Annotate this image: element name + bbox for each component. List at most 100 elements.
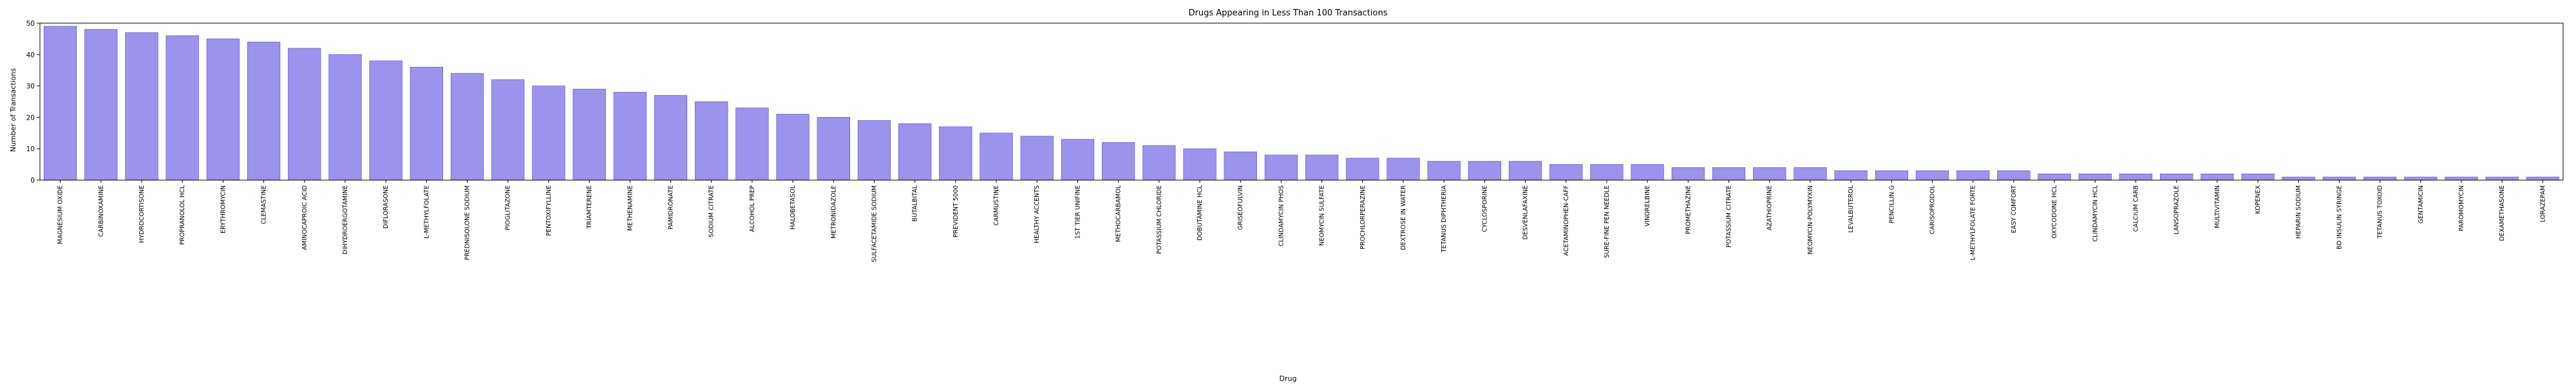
x-tick-label: ACETAMINOPHEN-CAFF xyxy=(1563,185,1570,256)
x-tick-label: ERYTHROMYCIN xyxy=(220,185,227,234)
chart-title: Drugs Appearing in Less Than 100 Transac… xyxy=(1189,8,1388,18)
x-tick-label: DIFLORASONE xyxy=(383,185,390,228)
bar xyxy=(654,95,688,181)
x-tick-label: POTASSIUM CHLORIDE xyxy=(1156,185,1163,254)
x-tick-label: ALCOHOL PREP xyxy=(749,185,756,232)
x-tick-label: HYDROCORTISONE xyxy=(138,185,146,243)
x-axis-label: Drug xyxy=(1280,374,1297,383)
x-tick-label: MAGNESIUM OXIDE xyxy=(57,185,64,244)
x-tick-label: L-METHYLFOLATE xyxy=(423,185,430,239)
x-tick-label: CARISOPRODOL xyxy=(1929,185,1937,234)
x-ticks-group: MAGNESIUM OXIDE CARBINOXAMINE HYDROCORTISO… xyxy=(57,180,2546,262)
x-tick-label: 1ST TIER UNIFINE xyxy=(1074,185,1081,239)
x-tick-label: POTASSIUM CITRATE xyxy=(1726,185,1733,248)
bar xyxy=(1020,136,1054,181)
bar xyxy=(1061,139,1095,181)
bar xyxy=(1101,142,1135,181)
x-tick-label: CLINDAMYCIN PHOS xyxy=(1278,185,1285,246)
x-tick-label: NEOMYCIN SULFATE xyxy=(1319,185,1326,246)
x-tick-label: DEXAMETHASONE xyxy=(2499,185,2506,241)
x-tick-label: CLINDAMYCIN HCL xyxy=(2092,185,2099,241)
x-tick-label: SULFACETAMIDE SODIUM xyxy=(871,185,878,262)
x-tick-label: VINORELBINE xyxy=(1644,185,1651,226)
bar xyxy=(1346,158,1379,181)
bar xyxy=(2159,173,2193,181)
bar xyxy=(84,29,118,181)
bar xyxy=(410,66,444,181)
bar xyxy=(450,73,484,181)
x-tick-label: HEPARIN SODIUM xyxy=(2295,185,2302,239)
bar xyxy=(1590,164,1624,181)
bar xyxy=(1834,170,1868,181)
bar xyxy=(491,79,525,181)
x-tick-label: CARBINOXAMINE xyxy=(98,185,105,237)
bar xyxy=(1427,161,1461,181)
bar xyxy=(2526,176,2560,181)
bar xyxy=(1671,167,1705,181)
y-tick-label: 30 xyxy=(26,83,35,91)
bar xyxy=(1753,167,1786,181)
bar xyxy=(1142,145,1176,181)
bar xyxy=(2404,176,2438,181)
bar xyxy=(1956,170,1990,181)
x-tick-label: PAROMOMYCIN xyxy=(2458,185,2465,231)
y-tick-label: 20 xyxy=(26,114,35,122)
y-tick-label: 40 xyxy=(26,51,35,59)
bar xyxy=(2485,176,2519,181)
bar xyxy=(2322,176,2356,181)
bar xyxy=(1468,161,1502,181)
bar xyxy=(166,35,199,181)
x-tick-label: LORAZEPAM xyxy=(2539,185,2546,222)
x-tick-label: PREDNISOLONE SODIUM xyxy=(464,185,471,260)
bar xyxy=(613,91,647,181)
bar xyxy=(939,126,972,181)
x-tick-label: PROCHLORPERAZINE xyxy=(1359,185,1367,249)
bar xyxy=(1183,148,1217,181)
x-tick-label: SODIUM CITRATE xyxy=(708,185,715,237)
bar xyxy=(980,133,1013,181)
x-tick-label: MULTIVITAMIN xyxy=(2214,185,2221,228)
bar xyxy=(2445,176,2478,181)
bar xyxy=(1794,167,1827,181)
bar xyxy=(857,120,891,181)
x-tick-label: EASY COMFORT xyxy=(2011,185,2018,234)
x-tick-label: CARMUSTINE xyxy=(993,185,1000,226)
x-tick-label: PAMIDRONATE xyxy=(668,185,675,230)
bar xyxy=(369,60,402,181)
plot-frame xyxy=(39,23,2564,181)
bar xyxy=(2241,173,2275,181)
x-tick-label: PREVIDENT 5000 xyxy=(952,185,960,237)
x-tick-label: METHENAMINE xyxy=(627,185,634,231)
bar xyxy=(2078,173,2112,181)
bar xyxy=(2119,173,2153,181)
x-tick-label: HALOBETASOL xyxy=(790,185,797,230)
x-tick-label: METHOCARBAMOL xyxy=(1115,185,1122,242)
x-tick-label: L-METHYLFOLATE FORTE xyxy=(1970,185,1977,261)
bar xyxy=(247,41,281,181)
x-tick-label: PIOGLITAZONE xyxy=(505,185,512,230)
bar xyxy=(2201,173,2234,181)
bar xyxy=(817,116,850,181)
x-tick-label: OXYCODONE HCL xyxy=(2051,185,2058,238)
bar xyxy=(1915,170,1949,181)
x-tick-label: NEOMYCIN-POLYMYXIN xyxy=(1807,185,1814,255)
x-tick-label: PROMETHAZINE xyxy=(1685,185,1692,234)
bar xyxy=(125,32,158,181)
bar xyxy=(1549,164,1583,181)
bar xyxy=(1224,151,1257,181)
bar xyxy=(1875,170,1908,181)
bar xyxy=(898,123,932,181)
y-tick-label: 50 xyxy=(26,20,35,28)
x-tick-label: PENCILLIN G xyxy=(1888,185,1895,223)
bar xyxy=(1631,164,1664,181)
bars-group xyxy=(43,26,2560,181)
bar xyxy=(532,86,565,181)
x-tick-label: CYCLOSPORINE xyxy=(1481,185,1488,232)
bar xyxy=(1387,158,1420,181)
bar xyxy=(695,101,728,181)
bar xyxy=(776,114,810,181)
x-tick-label: TETANUS DIPHTHERIA xyxy=(1441,185,1448,253)
bar xyxy=(1712,167,1746,181)
bar xyxy=(735,107,769,181)
